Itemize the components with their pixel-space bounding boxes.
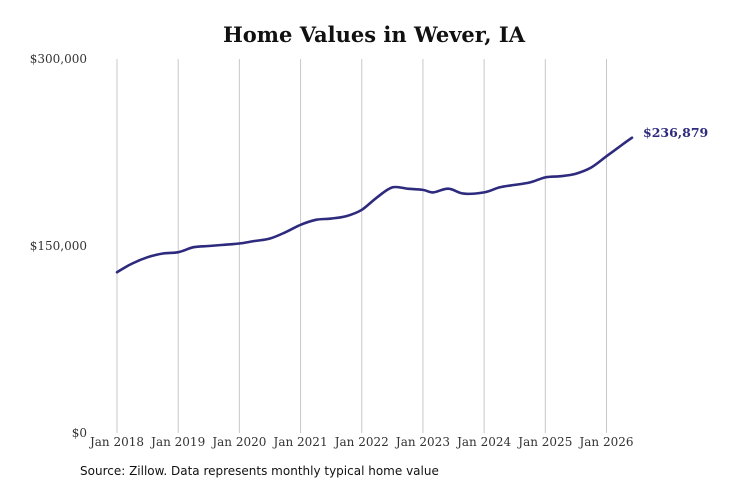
y-axis-ticks: $0 $150,000 $300,000	[30, 52, 87, 440]
x-tick-label: Jan 2023	[394, 435, 450, 449]
y-tick-label: $300,000	[30, 52, 87, 66]
chart-title: Home Values in Wever, IA	[223, 22, 526, 47]
y-tick-label: $0	[72, 426, 87, 440]
source-note: Source: Zillow. Data represents monthly …	[80, 464, 439, 478]
x-tick-label: Jan 2020	[210, 435, 266, 449]
x-tick-label: Jan 2018	[88, 435, 144, 449]
home-value-line	[115, 136, 634, 274]
y-tick-label: $150,000	[30, 239, 87, 253]
x-tick-label: Jan 2024	[455, 435, 511, 449]
x-tick-label: Jan 2022	[333, 435, 389, 449]
x-tick-label: Jan 2019	[149, 435, 205, 449]
x-tick-label: Jan 2021	[272, 435, 328, 449]
vertical-gridlines	[116, 59, 607, 433]
x-tick-label: Jan 2025	[516, 435, 572, 449]
latest-value-label: $236,879	[643, 125, 708, 140]
x-tick-label: Jan 2026	[577, 435, 633, 449]
x-axis-ticks: Jan 2018 Jan 2019 Jan 2020 Jan 2021 Jan 2022…	[88, 435, 634, 449]
